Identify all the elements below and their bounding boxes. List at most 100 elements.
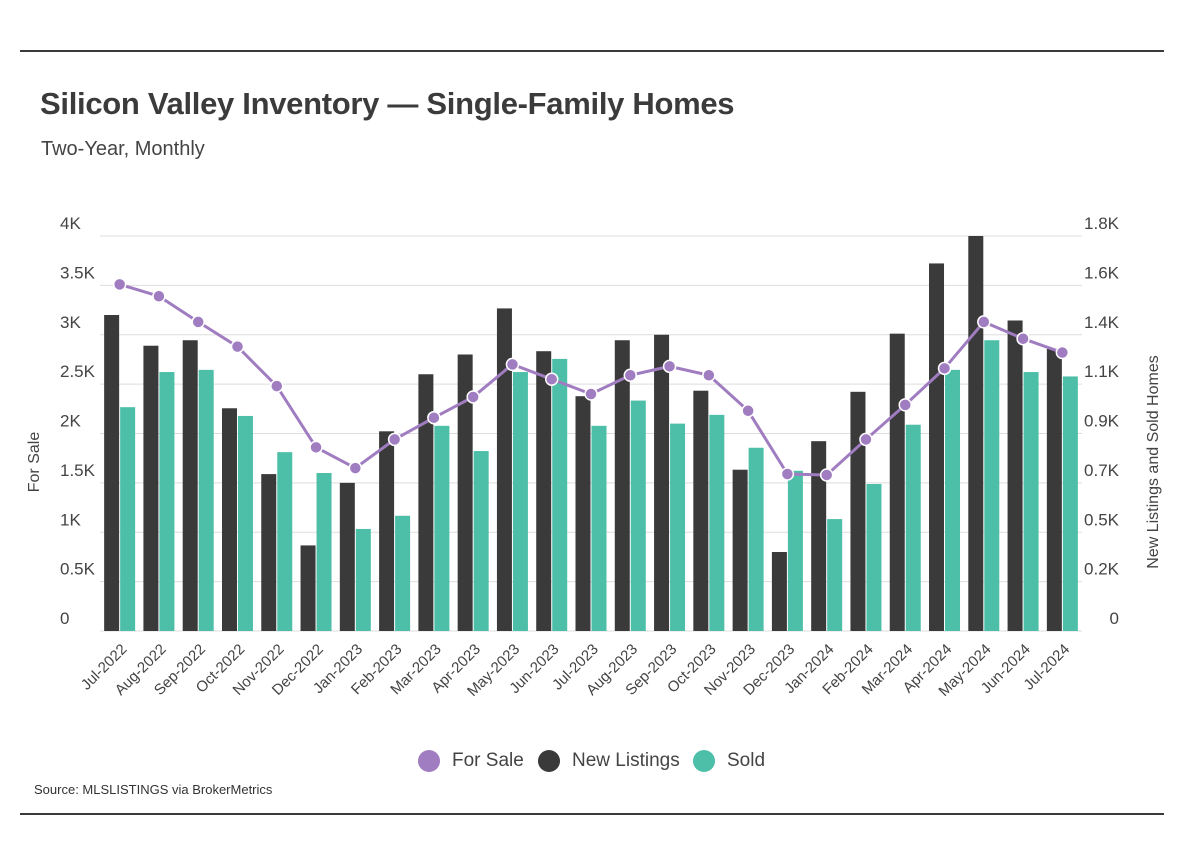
new-listings-bar [575, 396, 591, 631]
sold-bar [630, 400, 646, 631]
sold-bar [316, 473, 332, 631]
new-listings-swatch-icon [538, 750, 560, 772]
bottom-rule [20, 813, 1164, 815]
left-tick-label: 2K [60, 412, 81, 431]
for-sale-point [230, 339, 245, 354]
for-sale-point [623, 368, 638, 382]
sold-bar [709, 414, 725, 631]
for-sale-line [112, 277, 1070, 482]
left-tick-label: 1.5K [60, 461, 96, 480]
left-axis-ticks: 0 0.5K 1K 1.5K 2K 2.5K 3K 3.5K 4K [60, 214, 96, 628]
new-listings-bar [693, 390, 709, 631]
sold-bar [237, 415, 253, 631]
sold-bar [670, 423, 686, 631]
right-tick-label: 0.7K [1084, 461, 1120, 480]
new-listings-bar [261, 474, 277, 631]
legend-label: For Sale [452, 750, 524, 771]
new-listings-bar [182, 340, 198, 631]
for-sale-point [1055, 345, 1070, 360]
for-sale-point [348, 461, 363, 475]
new-listings-bar [771, 552, 787, 631]
bars [104, 236, 1078, 631]
for-sale-point [387, 432, 402, 447]
for-sale-point [309, 440, 323, 455]
sold-bar [827, 519, 843, 631]
sold-bar [552, 358, 568, 631]
for-sale-point [780, 467, 795, 481]
sold-bar [395, 515, 411, 631]
left-tick-label: 3K [60, 313, 81, 332]
legend-item-sold: Sold [693, 746, 765, 776]
new-listings-bar [968, 236, 984, 631]
new-listings-bar [104, 315, 120, 631]
sold-bar [434, 425, 450, 631]
left-tick-label: 4K [60, 214, 81, 233]
top-rule [20, 50, 1164, 52]
right-tick-label: 1.1K [1084, 362, 1120, 381]
right-tick-label: 0.5K [1084, 510, 1120, 529]
new-listings-bar [850, 391, 866, 631]
for-sale-point [191, 315, 205, 329]
sold-bar [748, 447, 764, 631]
for-sale-point [270, 379, 284, 393]
category-labels: Jul-2022Aug-2022Sep-2022Oct-2022Nov-2022… [78, 641, 1073, 700]
sold-bar [945, 369, 961, 631]
for-sale-point [152, 289, 166, 303]
new-listings-bar [221, 408, 237, 631]
new-listings-bar [811, 441, 827, 631]
for-sale-point [112, 277, 127, 292]
right-tick-label: 1.6K [1084, 263, 1120, 282]
new-listings-bar [536, 351, 552, 631]
sold-bar [355, 528, 371, 631]
chart-title: Silicon Valley Inventory — Single-Family… [40, 86, 735, 121]
legend-label: New Listings [572, 750, 680, 771]
new-listings-bar [418, 374, 434, 631]
left-tick-label: 1K [60, 510, 81, 529]
right-axis-title: New Listings and Sold Homes [1145, 355, 1162, 568]
for-sale-point [898, 398, 912, 412]
right-tick-label: 1.4K [1084, 313, 1120, 332]
new-listings-bar [614, 340, 630, 631]
right-tick-label: 0.2K [1084, 560, 1120, 579]
left-axis-title: For Sale [26, 432, 43, 493]
legend-item-for-sale: For Sale [418, 746, 524, 776]
for-sale-point [584, 387, 598, 401]
for-sale-point [544, 372, 559, 386]
sold-bar [1023, 372, 1039, 631]
new-listings-bar [654, 334, 670, 631]
sold-bar [159, 372, 175, 631]
sold-bar [866, 483, 882, 631]
left-tick-label: 0 [60, 609, 69, 628]
new-listings-bar [339, 482, 355, 631]
sold-bar [512, 372, 528, 631]
for-sale-point [662, 359, 677, 374]
for-sale-point [977, 315, 991, 329]
for-sale-point [466, 390, 480, 404]
sold-bar [1062, 376, 1078, 631]
legend-item-new-listings: New Listings [538, 746, 680, 776]
for-sale-point [1016, 331, 1030, 346]
right-tick-label: 0.9K [1084, 412, 1120, 431]
left-tick-label: 2.5K [60, 362, 96, 381]
right-tick-label: 1.8K [1084, 214, 1120, 233]
for-sale-point [702, 368, 716, 382]
for-sale-point [741, 404, 755, 418]
new-listings-bar [457, 354, 473, 631]
for-sale-point [819, 468, 834, 482]
sold-bar [198, 369, 214, 631]
right-axis-ticks: 0 0.2K 0.5K 0.7K 0.9K 1.1K 1.4K 1.6K 1.8K [1084, 214, 1120, 628]
left-tick-label: 3.5K [60, 263, 96, 282]
legend-label: Sold [727, 750, 766, 771]
sold-bar [787, 470, 803, 631]
source-note: Source: MLSLISTINGS via BrokerMetrics [34, 782, 273, 797]
sold-bar [277, 452, 293, 631]
right-tick-label: 0 [1110, 609, 1119, 628]
new-listings-bar [889, 333, 905, 631]
new-listings-bar [1046, 349, 1062, 631]
for-sale-point [859, 432, 873, 447]
new-listings-bar [300, 545, 316, 631]
sold-bar [984, 340, 1000, 631]
new-listings-bar [143, 345, 159, 631]
sold-bar [905, 424, 921, 631]
new-listings-bar [732, 469, 748, 631]
